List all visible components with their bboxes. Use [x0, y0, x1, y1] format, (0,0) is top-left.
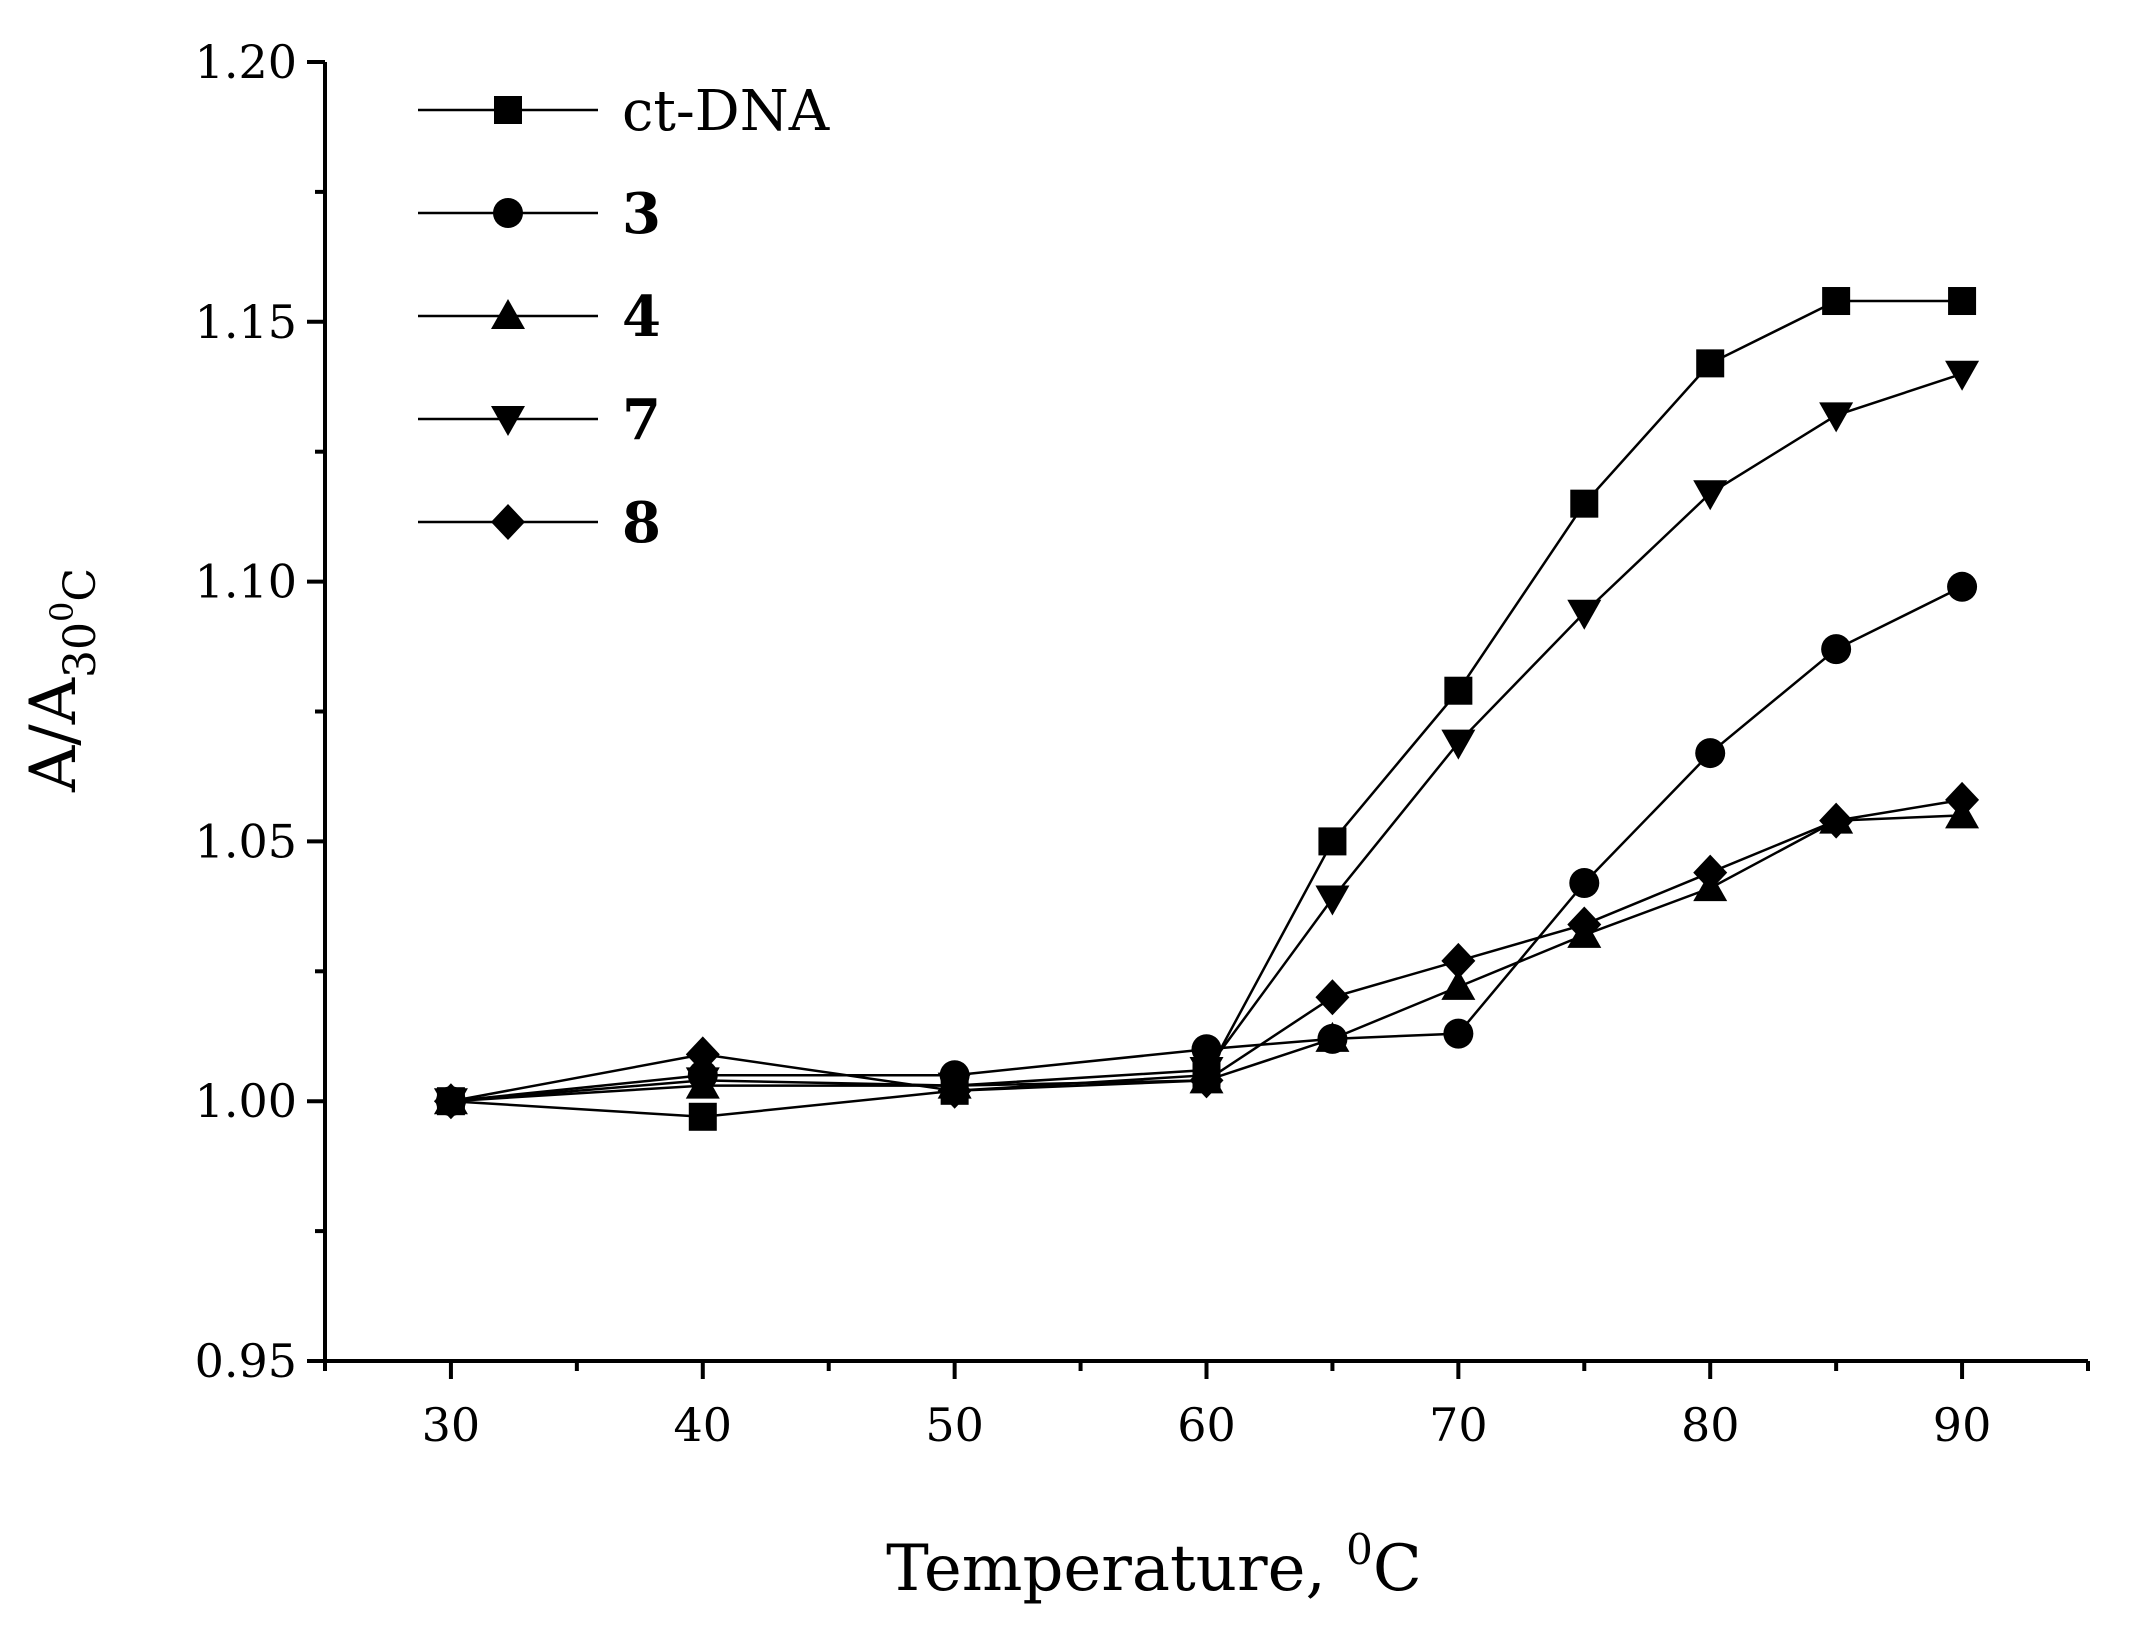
data-point: [1695, 738, 1726, 769]
series-7: [433, 360, 1980, 1119]
data-point: [433, 1083, 468, 1120]
series-line: [450, 814, 1963, 1103]
data-point: [1945, 781, 1980, 818]
data-point: [1318, 827, 1347, 856]
y-axis-title: A/A300C: [17, 568, 106, 793]
data-point: [1693, 854, 1728, 891]
axes: [323, 62, 2088, 1363]
data-point: [1819, 802, 1854, 839]
legend-label: 3: [622, 181, 661, 247]
data-point: [937, 1072, 972, 1109]
x-tick-label: 40: [674, 1398, 733, 1452]
y-tick-label: 1.10: [195, 555, 297, 609]
legend-marker: [491, 406, 525, 436]
legend-marker: [491, 299, 525, 329]
ticks: 0.95 1.00 1.05 1.10 1.15 1.20 30 40 50 60 70 80 90: [195, 35, 2090, 1452]
data-point: [1441, 729, 1476, 760]
data-point: [1821, 634, 1852, 665]
data-point: [1693, 480, 1728, 511]
data-point: [1570, 489, 1599, 518]
legend-label: 8: [622, 490, 661, 556]
data-point: [1947, 571, 1978, 602]
x-tick-label: 80: [1681, 1398, 1740, 1452]
data-point: [1443, 1018, 1474, 1049]
data-point: [1315, 885, 1350, 916]
data-point: [1315, 979, 1350, 1016]
data-point: [1948, 287, 1977, 316]
legend-label: 4: [622, 284, 661, 350]
data-point: [685, 1067, 720, 1098]
data-point: [1822, 287, 1851, 316]
series-8: [433, 781, 1980, 1120]
series-3: [435, 571, 1978, 1117]
legend-marker: [493, 198, 523, 228]
legend-entry: 4: [418, 284, 661, 350]
data-point: [688, 1102, 717, 1131]
series-line: [450, 798, 1963, 1103]
y-tick-label: 1.00: [195, 1074, 297, 1128]
data-point: [1441, 942, 1476, 979]
series-line: [450, 585, 1963, 1103]
data-point: [1444, 676, 1473, 705]
data-point: [1441, 969, 1476, 1000]
x-tick-label: 50: [925, 1398, 984, 1452]
data-point: [1191, 1034, 1222, 1065]
data-point: [1189, 1062, 1224, 1099]
y-tick-label: 0.95: [195, 1334, 297, 1388]
series-layer: [433, 287, 1980, 1131]
legend-entry: 8: [418, 490, 661, 556]
data-point: [1945, 360, 1980, 391]
x-tick-label: 70: [1429, 1398, 1488, 1452]
x-tick-label: 60: [1177, 1398, 1236, 1452]
legend-entry: 3: [418, 181, 661, 247]
y-tick-label: 1.20: [195, 35, 297, 89]
data-point: [685, 1036, 720, 1073]
data-point: [1567, 906, 1602, 943]
data-point: [1567, 599, 1602, 630]
legend-marker: [491, 504, 525, 540]
legend-label: ct-DNA: [622, 79, 830, 144]
legend-label: 7: [622, 387, 661, 453]
series-line: [450, 299, 1963, 1119]
data-point: [1696, 349, 1725, 378]
data-point: [1315, 1021, 1350, 1052]
legend-entry: 7: [418, 387, 661, 453]
data-point: [1819, 402, 1854, 433]
series-line: [450, 372, 1963, 1103]
y-tick-label: 1.15: [195, 295, 297, 349]
x-tick-label: 90: [1933, 1398, 1992, 1452]
legend-marker: [494, 96, 522, 124]
data-point: [1569, 867, 1600, 898]
y-tick-label: 1.05: [195, 814, 297, 868]
series-ct-dna: [436, 287, 1977, 1131]
legend-entry: ct-DNA: [418, 79, 830, 144]
x-tick-label: 30: [422, 1398, 481, 1452]
x-axis-title: Temperature, 0C: [886, 1525, 1422, 1606]
legend: ct-DNA 3 4 7 8: [418, 79, 830, 556]
